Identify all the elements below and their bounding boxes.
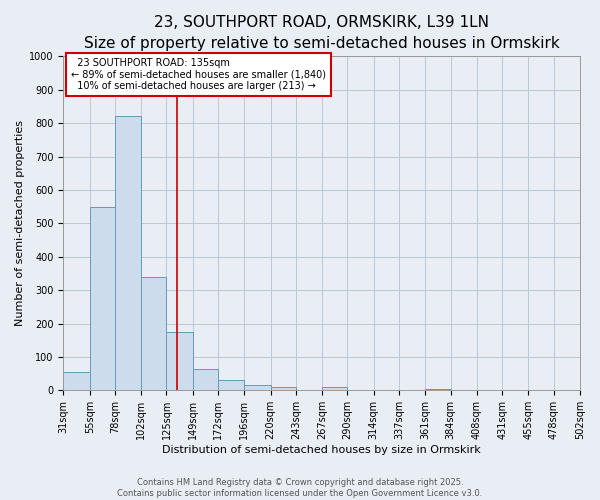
Text: Contains HM Land Registry data © Crown copyright and database right 2025.
Contai: Contains HM Land Registry data © Crown c… [118, 478, 482, 498]
Text: 23 SOUTHPORT ROAD: 135sqm
← 89% of semi-detached houses are smaller (1,840)
  10: 23 SOUTHPORT ROAD: 135sqm ← 89% of semi-… [71, 58, 326, 91]
Bar [218, 380, 244, 390]
Bar [90, 206, 115, 390]
Bar [425, 388, 451, 390]
Bar [193, 368, 218, 390]
Bar [322, 387, 347, 390]
Y-axis label: Number of semi-detached properties: Number of semi-detached properties [15, 120, 25, 326]
Bar [244, 386, 271, 390]
Bar [141, 277, 166, 390]
Bar [271, 387, 296, 390]
Title: 23, SOUTHPORT ROAD, ORMSKIRK, L39 1LN
Size of property relative to semi-detached: 23, SOUTHPORT ROAD, ORMSKIRK, L39 1LN Si… [84, 15, 560, 51]
Bar [166, 332, 193, 390]
Bar [115, 116, 141, 390]
Bar [64, 372, 90, 390]
X-axis label: Distribution of semi-detached houses by size in Ormskirk: Distribution of semi-detached houses by … [163, 445, 481, 455]
